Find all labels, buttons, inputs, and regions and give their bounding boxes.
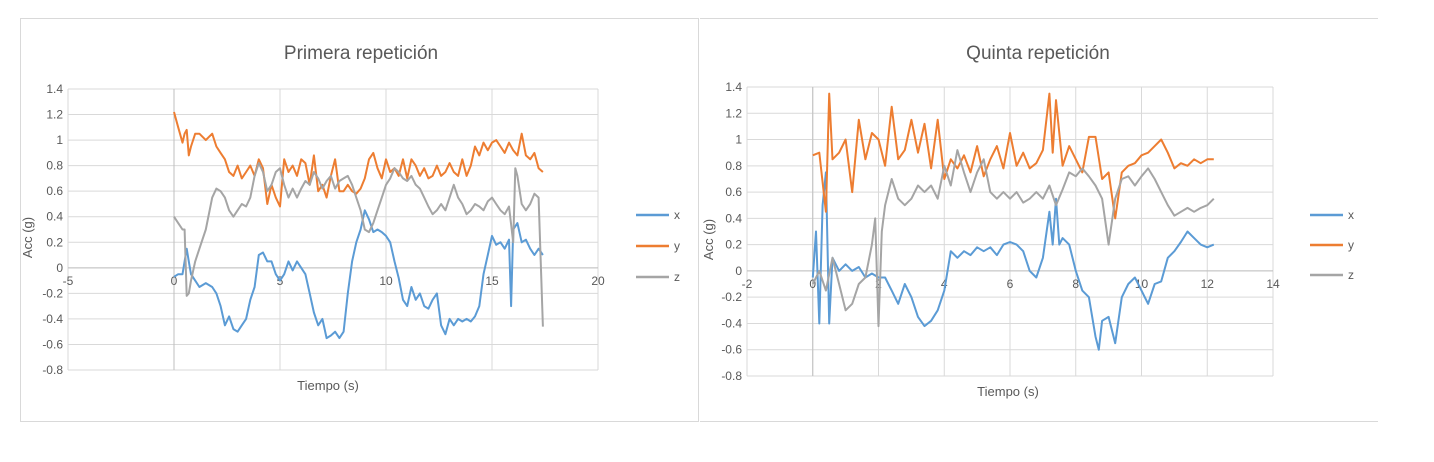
legend-label-y: y (1348, 238, 1354, 252)
x-tick-label: 15 (485, 274, 499, 288)
chart-panel-left: Primera repetición -0.8 -0.6 -0.4 -0.2 0 0.2 0… (20, 18, 699, 422)
chart-panel-right: Quinta repetición -0.8 -0.6 -0.4 -0.2 0 0.2 0.… (700, 18, 1378, 422)
y-tick-label: 0.8 (46, 159, 63, 173)
y-tick-label: -0.2 (42, 286, 63, 300)
y-tick-label: 0.8 (725, 159, 742, 173)
y-tick-label: -0.6 (42, 337, 63, 351)
chart-svg-primera: Primera repetición -0.8 -0.6 -0.4 -0.2 0 0.2 0… (21, 19, 700, 423)
y-tick-label: 0.6 (725, 185, 742, 199)
y-tick-label: 0.2 (46, 235, 63, 249)
y-tick-label: 1.4 (46, 82, 63, 96)
y-tick-label: -0.8 (721, 369, 742, 383)
legend-label-y: y (674, 239, 680, 253)
chart-title: Quinta repetición (966, 43, 1110, 64)
y-tick-label: 0.2 (725, 238, 742, 252)
x-tick-label: 20 (591, 274, 605, 288)
chart-svg-quinta: Quinta repetición -0.8 -0.6 -0.4 -0.2 0 0.2 0.… (700, 19, 1378, 423)
x-axis-title: Tiempo (s) (977, 384, 1039, 399)
legend-label-z: z (1348, 268, 1354, 282)
series-line-y (174, 112, 543, 207)
y-tick-label: 0 (735, 264, 742, 278)
legend-label-x: x (1348, 208, 1354, 222)
y-tick-label: 1 (735, 133, 742, 147)
y-tick-label: -0.4 (42, 312, 63, 326)
legend-label-x: x (674, 208, 680, 222)
x-tick-label: 12 (1201, 277, 1215, 291)
x-axis-title: Tiempo (s) (297, 378, 359, 393)
y-tick-label: -0.2 (721, 290, 742, 304)
y-tick-label: -0.8 (42, 363, 63, 377)
series-line-z (174, 163, 543, 327)
series-line-z (813, 150, 1214, 326)
x-tick-label: 6 (1007, 277, 1014, 291)
y-tick-label: 1 (56, 133, 63, 147)
x-tick-label: -2 (742, 277, 753, 291)
series-line-y (813, 94, 1214, 219)
y-tick-label: 0.6 (46, 184, 63, 198)
x-tick-label: 10 (379, 274, 393, 288)
chart-title: Primera repetición (284, 43, 438, 64)
y-tick-label: 1.2 (46, 108, 63, 122)
y-tick-label: 0.4 (46, 210, 63, 224)
x-tick-label: 14 (1266, 277, 1280, 291)
y-tick-label: -0.4 (721, 316, 742, 330)
y-tick-label: 0.4 (725, 211, 742, 225)
y-tick-label: -0.6 (721, 343, 742, 357)
y-tick-label: 1.4 (725, 80, 742, 94)
x-tick-label: -5 (63, 274, 74, 288)
legend-label-z: z (674, 270, 680, 284)
y-tick-label: 1.2 (725, 106, 742, 120)
y-axis-title: Acc (g) (701, 219, 716, 260)
y-axis-title: Acc (g) (21, 217, 35, 258)
y-tick-label: 0 (56, 261, 63, 275)
